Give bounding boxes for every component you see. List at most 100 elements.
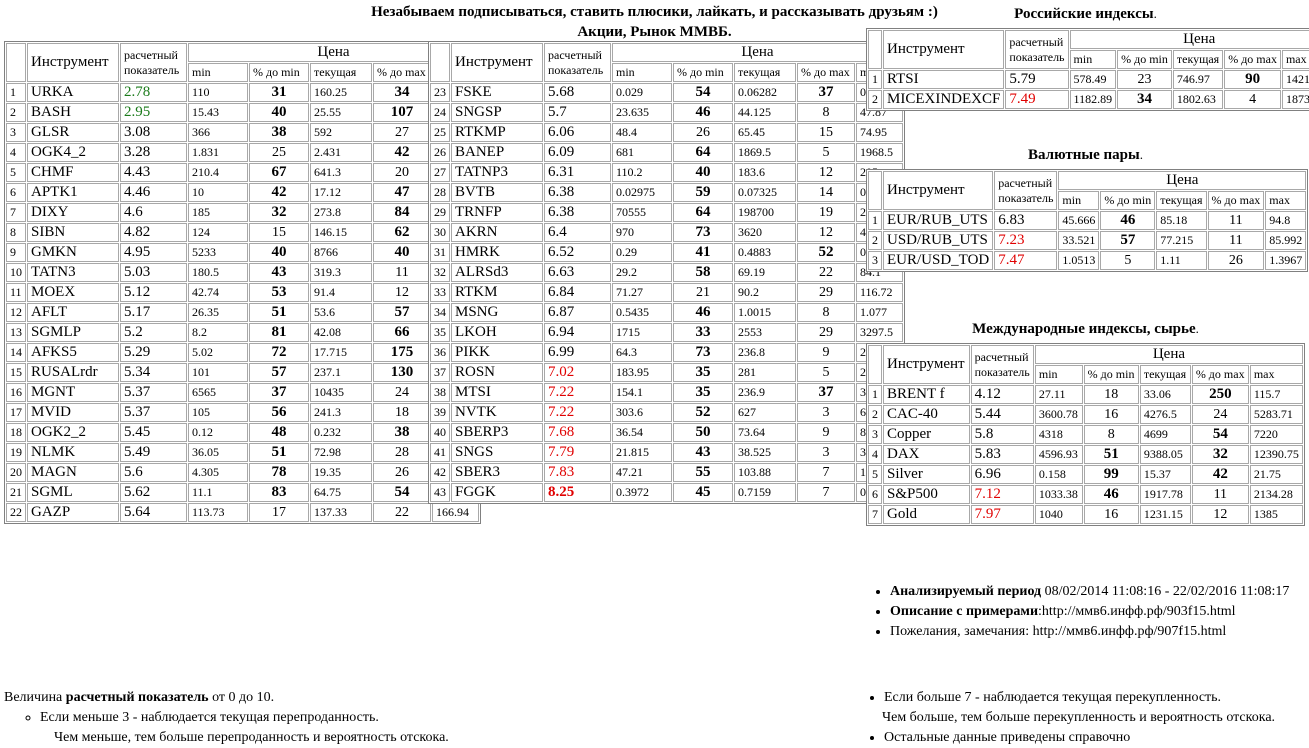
cell-instrument: OGK4_2 [27,143,119,162]
stocks-mid-body: 23FSKE5.680.029540.06282370.0859924SNGSP… [430,83,903,502]
calc-header-line2: показатель [1009,49,1065,64]
cell-calc-indicator: 7.12 [970,485,1034,504]
col-instrument-header: Инструмент [883,345,970,384]
cell-price-max: 116.72 [856,283,903,302]
cell-pct-to-min: 18 [1083,385,1139,404]
cell-price-current: 1.11 [1156,251,1207,270]
cell-instrument: TATN3 [27,263,119,282]
cell-index: 8 [6,223,26,242]
cell-pct-to-max: 12 [797,223,855,242]
cell-calc-indicator: 6.87 [544,303,611,322]
cell-index: 29 [430,203,450,222]
cell-pct-to-min: 43 [249,263,309,282]
cell-pct-to-max: 20 [373,163,431,182]
cell-pct-to-max: 12 [373,283,431,302]
cell-price-current: 236.9 [734,383,796,402]
cell-pct-to-max: 18 [373,403,431,422]
cell-price-current: 319.3 [310,263,372,282]
col-price-header: Цена [1058,171,1307,190]
cell-pct-to-max: 24 [1191,405,1249,424]
cell-index: 26 [430,143,450,162]
cell-index: 28 [430,183,450,202]
cell-index: 27 [430,163,450,182]
cell-calc-indicator: 4.46 [120,183,187,202]
cell-price-current: 103.88 [734,463,796,482]
cell-instrument: BRENT f [883,385,970,404]
cell-price-current: 0.06282 [734,83,796,102]
cell-pct-to-min: 59 [673,183,733,202]
cell-calc-indicator: 4.12 [970,385,1034,404]
calc-header-line2: показатель [974,364,1030,379]
col-pct-to-min-header: % до min [249,63,309,82]
cell-price-current: 1.0015 [734,303,796,322]
cell-price-current: 9388.05 [1139,445,1191,464]
cell-calc-indicator: 6.38 [544,183,611,202]
feedback-link[interactable]: Пожелания, замечания: http://ммв6.инфф.р… [890,624,1227,639]
cell-price-current: 73.64 [734,423,796,442]
cell-pct-to-max: 11 [373,263,431,282]
cell-index: 2 [868,405,882,424]
cell-price-current: 65.45 [734,123,796,142]
cell-index: 13 [6,323,26,342]
cell-index: 21 [6,483,26,502]
cell-index: 17 [6,403,26,422]
cell-index: 18 [6,423,26,442]
cell-price-min: 154.1 [612,383,672,402]
cell-calc-indicator: 5.2 [120,323,187,342]
cell-pct-to-min: 8 [1083,425,1139,444]
cell-price-current: 4276.5 [1139,405,1191,424]
cell-instrument: DIXY [27,203,119,222]
col-pct-to-max-header: % до max [797,63,855,82]
cell-pct-to-min: 73 [673,343,733,362]
cell-price-min: 26.35 [188,303,248,322]
cell-pct-to-min: 5 [1100,251,1156,270]
table-row: 6 S&P500 7.12 1033.38 46 1917.78 11 2134.28 [868,485,1303,504]
cell-calc-indicator: 6.38 [544,203,611,222]
cell-pct-to-min: 42 [249,183,309,202]
cell-instrument: LKOH [451,323,543,342]
cell-index: 22 [6,503,26,522]
cell-price-current: 91.4 [310,283,372,302]
table-row: 2 USD/RUB_UTS 7.23 33.521 57 77.215 11 85.992 [868,231,1307,250]
cell-price-min: 64.3 [612,343,672,362]
cell-instrument: ALRSd3 [451,263,543,282]
cell-index: 6 [868,485,882,504]
russian-indexes-title: Российские индексы. [866,2,1305,28]
cell-price-min: 36.54 [612,423,672,442]
cell-calc-indicator: 5.44 [970,405,1034,424]
cell-index: 1 [868,70,882,89]
cell-index: 3 [868,425,882,444]
cell-price-current: 160.25 [310,83,372,102]
cell-price-current: 72.98 [310,443,372,462]
table-header: Инструмент расчетный показатель Цена min… [868,345,1303,384]
cell-instrument: BANEP [451,143,543,162]
cell-price-min: 210.4 [188,163,248,182]
cell-pct-to-max: 130 [373,363,431,382]
col-max-header: max [1249,365,1303,384]
cell-instrument: MICEXINDEXCF [883,90,1005,109]
cell-index: 3 [6,123,26,142]
cell-price-min: 0.029 [612,83,672,102]
cell-price-min: 578.49 [1069,70,1117,89]
cell-price-min: 303.6 [612,403,672,422]
cell-pct-to-min: 55 [673,463,733,482]
cell-price-current: 4699 [1139,425,1191,444]
cell-pct-to-min: 16 [1083,505,1139,524]
col-current-header: текущая [1156,191,1207,210]
cell-pct-to-max: 8 [797,103,855,122]
cell-instrument: FSKE [451,83,543,102]
cell-calc-indicator: 5.34 [120,363,187,382]
cell-instrument: MAGN [27,463,119,482]
col-calc-header: расчетный показатель [1005,30,1069,69]
cell-calc-indicator: 5.12 [120,283,187,302]
intl-indexes-section: Международные индексы, сырье. Инструмент… [866,317,1305,526]
description-link[interactable]: :http://ммв6.инфф.рф/903f15.html [1038,604,1236,619]
cell-price-current: 38.525 [734,443,796,462]
